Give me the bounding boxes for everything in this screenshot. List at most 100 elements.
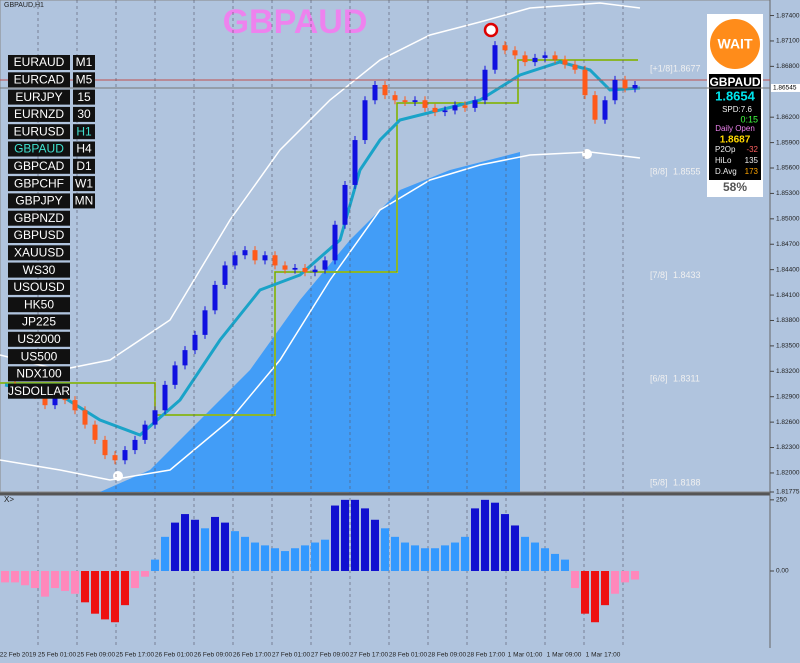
candle: [212, 284, 218, 311]
osc-bar: [11, 571, 19, 583]
symbol-button[interactable]: EURAUD: [8, 55, 70, 70]
symbol-label: WS30: [23, 263, 56, 277]
murray-level-value: 1.8677: [673, 63, 701, 73]
timeframe-button[interactable]: M1: [73, 55, 95, 70]
timeframe-button[interactable]: H1: [73, 124, 95, 140]
button-bg: [73, 89, 95, 105]
timeframe-button[interactable]: H4: [73, 141, 95, 157]
candle: [122, 450, 128, 461]
candle: [562, 59, 568, 65]
candle: [582, 69, 588, 96]
timeframe-button[interactable]: 30: [73, 106, 95, 122]
symbol-button[interactable]: GBPNZD: [8, 210, 70, 226]
symbol-label: GBPUSD: [14, 228, 65, 242]
symbol-button[interactable]: EURNZD: [8, 106, 70, 122]
symbol-button[interactable]: US2000: [8, 331, 70, 347]
symbol-button[interactable]: GBPAUD: [8, 141, 70, 157]
info-panel: WAIT GBPAUD 1.8654 SPD:7.6 0:15 Daily Op…: [707, 14, 763, 197]
button-bg: [8, 72, 70, 88]
symbol-button[interactable]: WS30: [8, 262, 70, 278]
osc-bar: [611, 571, 619, 594]
osc-bar: [311, 542, 319, 571]
candle: [62, 398, 68, 401]
x-tick-label: 26 Feb 17:00: [233, 652, 272, 659]
osc-bar: [1, 571, 9, 583]
timeframe-label: 15: [77, 90, 91, 104]
symbol-button[interactable]: EURJPY: [8, 89, 70, 105]
symbol-button[interactable]: GBPCHF: [8, 176, 70, 192]
candle: [412, 100, 418, 102]
candle: [302, 267, 308, 273]
button-bg: [8, 176, 70, 192]
panel-row-value: 135: [745, 156, 759, 165]
osc-bar: [411, 545, 419, 571]
symbol-button[interactable]: GBPJPY: [8, 193, 70, 209]
candle: [282, 265, 288, 270]
candle: [92, 424, 98, 440]
symbol-button[interactable]: JP225: [8, 314, 70, 330]
y-tick-label: 1.85600: [776, 165, 800, 172]
x-tick-label: 26 Feb 09:00: [194, 652, 233, 659]
osc-bar: [481, 499, 489, 571]
symbol-button[interactable]: JSDOLLAR: [8, 383, 70, 399]
symbol-button[interactable]: GBPUSD: [8, 228, 70, 243]
button-bg: [73, 55, 95, 70]
symbol-button[interactable]: EURCAD: [8, 72, 70, 88]
murray-level-value: 1.8555: [673, 167, 701, 177]
osc-bar: [241, 536, 249, 571]
timeframe-button[interactable]: W1: [73, 176, 95, 192]
timeframe-label: W1: [75, 176, 93, 190]
murray-level-value: 1.8311: [673, 373, 700, 383]
button-bg: [8, 210, 70, 226]
candle: [312, 269, 318, 273]
button-bg: [73, 72, 95, 88]
timeframe-label: D1: [76, 159, 92, 173]
candle: [222, 265, 228, 285]
osc-bar: [211, 516, 219, 571]
button-bg: [8, 383, 70, 399]
osc-bar: [461, 536, 469, 571]
candle: [592, 95, 598, 120]
osc-bar: [41, 571, 49, 597]
murray-level-name: [8/8]: [650, 167, 668, 177]
symbol-label: NDX100: [16, 367, 62, 381]
candle: [352, 140, 358, 185]
osc-bar: [141, 571, 149, 577]
osc-bar: [281, 551, 289, 571]
candle: [542, 55, 548, 58]
candle: [232, 255, 238, 266]
symbol-button[interactable]: NDX100: [8, 366, 70, 382]
murray-level-name: [5/8]: [650, 477, 668, 487]
timeframe-label: 30: [77, 107, 91, 121]
symbol-button[interactable]: USOUSD: [8, 279, 70, 295]
x-tick-label: 25 Feb 17:00: [116, 652, 155, 659]
button-bg: [8, 331, 70, 347]
candle: [432, 107, 438, 113]
osc-bar: [131, 571, 139, 589]
candle: [522, 55, 528, 63]
y-tick-label: 1.86200: [776, 114, 800, 121]
timeframe-button[interactable]: 15: [73, 89, 95, 105]
timeframe-button[interactable]: MN: [73, 193, 95, 209]
candle: [142, 424, 148, 440]
symbol-button[interactable]: HK50: [8, 297, 70, 313]
symbol-label: EURCAD: [14, 72, 65, 86]
timeframe-button[interactable]: M5: [73, 72, 95, 88]
symbol-button[interactable]: XAUUSD: [8, 245, 70, 261]
osc-bar: [271, 548, 279, 571]
osc-bar: [501, 514, 509, 571]
y-tick-label: 1.87100: [776, 38, 800, 45]
lower-band: [0, 151, 641, 481]
y-tick-label: 1.87400: [776, 12, 800, 19]
x-tick-label: 27 Feb 17:00: [350, 652, 389, 659]
symbol-label: US500: [21, 349, 58, 363]
symbol-button[interactable]: EURUSD: [8, 124, 70, 140]
osc-bar: [321, 539, 329, 571]
symbol-button[interactable]: US500: [8, 349, 70, 365]
button-bg: [8, 141, 70, 157]
symbol-button[interactable]: GBPCAD: [8, 158, 70, 174]
symbol-label: US2000: [17, 332, 61, 346]
x-tick-label: 26 Feb 01:00: [155, 652, 194, 659]
timeframe-button[interactable]: D1: [73, 158, 95, 174]
